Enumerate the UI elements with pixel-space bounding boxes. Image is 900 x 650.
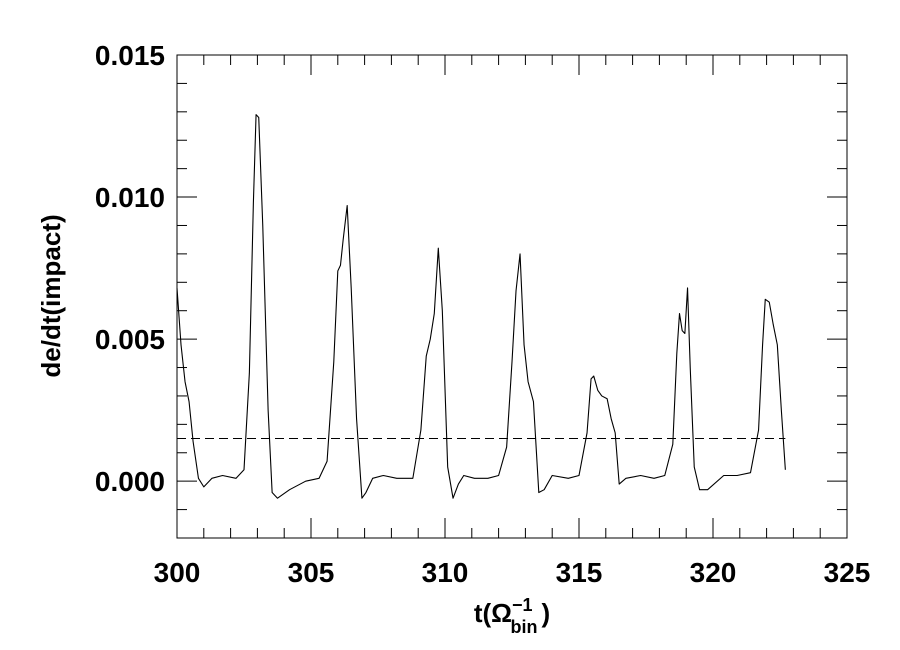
y-tick-label: 0.000	[95, 466, 165, 497]
x-axis-title-close: )	[542, 598, 551, 628]
x-axis-title-main: t(Ω	[474, 598, 512, 628]
tick-labels: 300 305 310 315 320 325 0.000 0.005 0.010 0.015	[95, 40, 870, 588]
x-axis-title-superscript: −1	[512, 595, 533, 615]
x-axis-title-subscript: bin	[511, 617, 538, 637]
x-tick-label: 320	[690, 557, 737, 588]
x-tick-label: 325	[824, 557, 871, 588]
x-tick-label: 310	[422, 557, 469, 588]
y-tick-label: 0.010	[95, 182, 165, 213]
y-tick-label: 0.005	[95, 324, 165, 355]
series-line	[176, 114, 786, 499]
plot-frame	[176, 54, 848, 539]
x-axis-title: t(Ω−1 bin)	[474, 595, 550, 637]
y-tick-label: 0.015	[95, 40, 165, 71]
axis-ticks	[176, 54, 848, 539]
x-tick-label: 315	[556, 557, 603, 588]
x-tick-label: 300	[154, 557, 201, 588]
y-axis-title: de/dt(impact)	[36, 214, 66, 377]
x-tick-label: 305	[288, 557, 335, 588]
